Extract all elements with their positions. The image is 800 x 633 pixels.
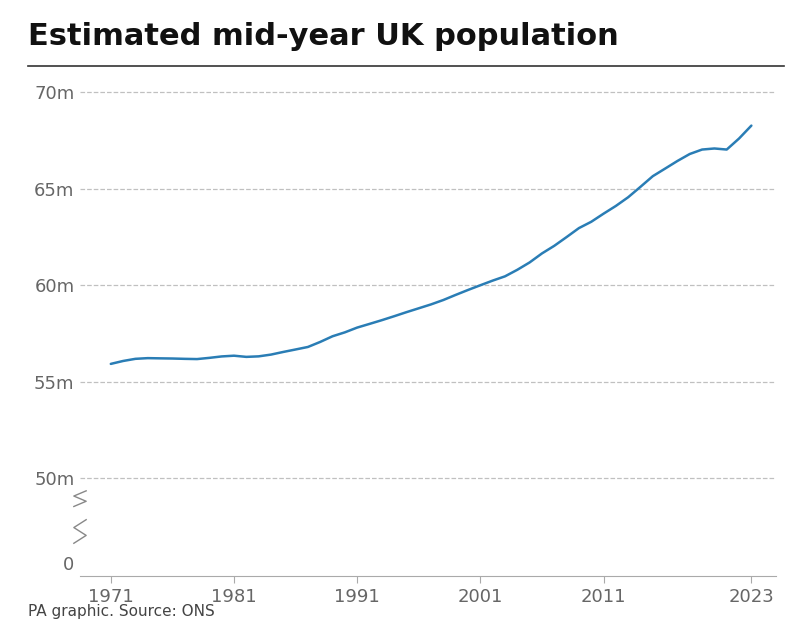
Text: Estimated mid-year UK population: Estimated mid-year UK population: [28, 22, 618, 51]
Text: PA graphic. Source: ONS: PA graphic. Source: ONS: [28, 604, 214, 619]
